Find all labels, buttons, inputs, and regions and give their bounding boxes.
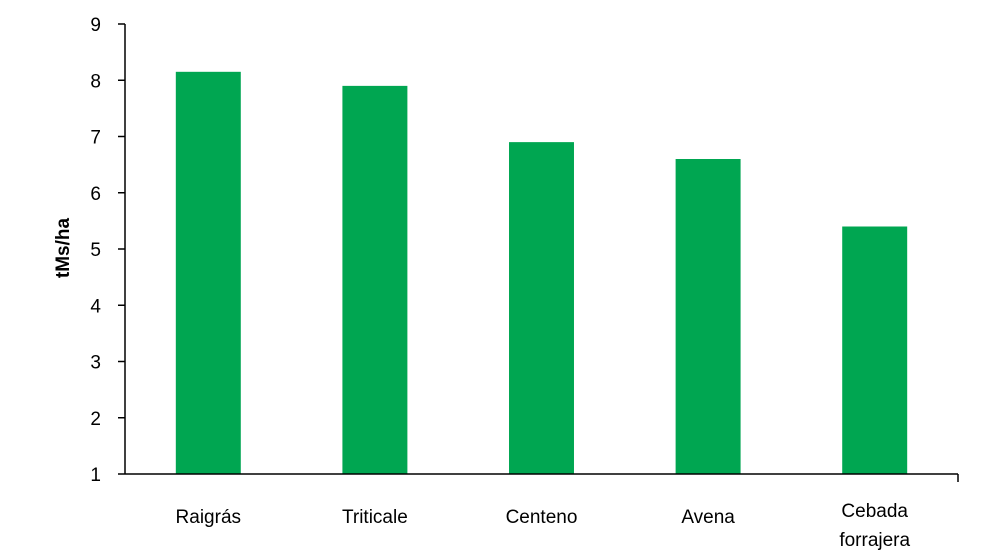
y-tick-label: 3 (90, 353, 101, 374)
x-category-label: Triticale (342, 507, 408, 528)
y-tick-label: 2 (90, 409, 101, 430)
y-tick-label: 7 (90, 128, 101, 149)
x-axis-labels: Raigrás Triticale Centeno Avena Cebada forraj… (176, 474, 959, 551)
y-tick-label: 4 (90, 296, 101, 317)
y-axis-ticks: 1 2 3 4 5 6 7 8 9 (90, 15, 125, 486)
y-tick-label: 9 (90, 15, 101, 36)
bar (509, 142, 574, 474)
y-tick-label: 1 (90, 465, 101, 486)
y-tick-label: 5 (90, 240, 101, 261)
x-category-label: Centeno (506, 507, 578, 528)
y-tick-label: 6 (90, 184, 101, 205)
bar (175, 71, 241, 474)
bar (675, 159, 741, 474)
y-tick-label: 8 (90, 71, 101, 92)
x-category-label: Cebada forrajera (839, 501, 910, 551)
x-category-label: Avena (681, 507, 735, 528)
y-axis-title: tMs/ha (53, 217, 74, 278)
x-category-label: Raigrás (176, 507, 241, 528)
bar (342, 85, 408, 474)
bars (175, 71, 908, 474)
bar (842, 226, 908, 474)
